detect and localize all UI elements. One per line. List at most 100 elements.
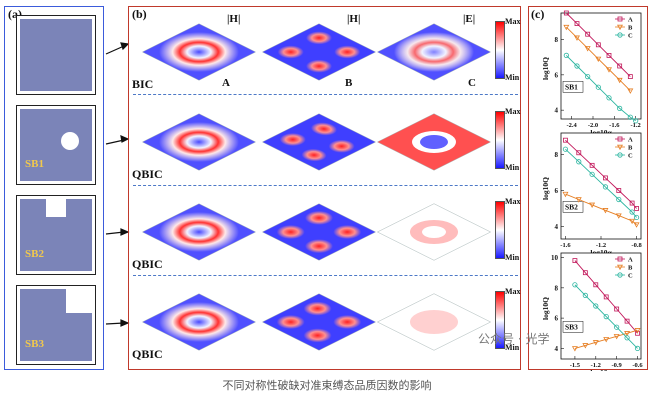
row-divider-2: [133, 185, 518, 186]
data-point-A: [634, 206, 639, 211]
row-divider-3: [133, 275, 518, 276]
series-line-B: [565, 193, 637, 225]
series-line-A: [565, 139, 637, 209]
data-point-C: [629, 209, 635, 215]
x-tick-label: -2.0: [588, 122, 598, 129]
field-map-bic-b: [262, 23, 376, 81]
subplot-name-box: [562, 201, 584, 213]
x-tick-label: -0.6: [632, 362, 643, 369]
unit-cell-sb2: SB2: [16, 195, 96, 275]
legend-marker-C: [617, 32, 623, 38]
data-point-B: [603, 337, 610, 343]
field-map-qbic3-b: [262, 293, 376, 351]
x-tick-label: -0.8: [631, 242, 642, 249]
colorbar-3-max: Max: [505, 197, 521, 206]
data-point-A: [614, 306, 620, 312]
data-point-C: [633, 214, 640, 221]
y-tick-label: 4: [555, 345, 559, 353]
y-tick-label: 4: [555, 223, 559, 231]
data-point-C: [602, 184, 609, 190]
unit-cell-sb3: SB3: [16, 285, 96, 365]
y-tick-label: 8: [555, 151, 559, 159]
y-tick-label: 8: [555, 36, 559, 44]
data-point-B: [582, 343, 589, 349]
legend-label-C: C: [628, 273, 633, 280]
data-point-C: [634, 345, 641, 351]
mode-label-b: B: [345, 77, 353, 89]
data-point-B: [592, 340, 599, 346]
data-point-B: [624, 331, 631, 337]
colorbar-4-max: Max: [505, 287, 521, 296]
column-header-1: |H|: [227, 13, 241, 25]
row-label-qbic-3: QBIC: [132, 347, 163, 361]
series-line-C: [574, 284, 638, 349]
data-point-A: [589, 162, 595, 168]
unit-cell-sb2-shape: [20, 199, 92, 271]
data-point-C: [563, 52, 569, 59]
y-axis-label: log10Q: [541, 57, 550, 80]
unit-cell-bic: [16, 15, 96, 95]
data-point-B: [633, 222, 640, 228]
field-map-qbic1-b: [262, 113, 376, 171]
legend-label-B: B: [628, 145, 633, 152]
unit-cell-sb2-label: SB2: [25, 248, 44, 260]
x-axis-label: log10α: [590, 248, 612, 257]
data-point-B: [634, 328, 641, 334]
panel-b-label: (b): [132, 7, 147, 21]
y-tick-label: 6: [555, 71, 559, 79]
data-point-A: [617, 63, 623, 69]
data-point-B: [574, 35, 580, 41]
data-point-C: [595, 84, 601, 90]
legend-label-C: C: [628, 153, 633, 160]
legend-label-C: C: [628, 33, 633, 40]
data-point-C: [593, 303, 599, 309]
subplot-name-SB1: SB1: [565, 82, 578, 91]
data-point-A: [563, 10, 569, 16]
colorbar-2: [495, 111, 505, 169]
unit-cell-sb1-shape: [20, 109, 92, 181]
data-point-A: [582, 270, 588, 276]
data-point-B: [584, 46, 591, 52]
panel-c-label: (c): [531, 7, 545, 21]
y-tick-label: 4: [555, 107, 559, 115]
panel-b: (b) |H| |H| |E| A B C BIC QBIC QBIC QBIC: [128, 6, 521, 370]
x-tick-label: -1.6: [609, 122, 620, 129]
field-map-qbic2-a: [142, 203, 256, 261]
subplot-name-box: [562, 81, 584, 93]
unit-cell-sb1-label: SB1: [25, 158, 44, 170]
legend-marker-A: [617, 136, 623, 142]
arrows-a-to-b: [105, 42, 130, 327]
legend-marker-C: [617, 272, 623, 278]
data-point-C: [624, 335, 630, 341]
column-header-3: |E|: [463, 13, 476, 25]
field-map-qbic3-a: [142, 293, 256, 351]
data-point-B: [563, 24, 570, 31]
data-point-C: [576, 159, 582, 165]
data-point-B: [616, 77, 623, 84]
data-point-C: [574, 63, 580, 69]
colorbar-3-min: Min: [505, 253, 520, 262]
colorbar-1-min: Min: [505, 73, 520, 82]
subplot-name-SB2: SB2: [565, 202, 578, 211]
data-point-B: [562, 191, 569, 198]
colorbar-1-max: Max: [505, 17, 521, 26]
x-tick-label: -1.5: [570, 362, 581, 369]
data-point-C: [633, 118, 639, 124]
row-label-qbic-1: QBIC: [132, 167, 163, 181]
unit-cell-sb1: SB1: [16, 105, 96, 185]
data-point-C: [572, 282, 578, 288]
data-point-B: [613, 334, 620, 340]
plot-frame-SB1: [560, 12, 642, 120]
legend-marker-B: [617, 24, 623, 31]
legend-marker-B: [617, 264, 623, 271]
legend-marker-C: [617, 152, 623, 158]
q-factor-charts: -2.4 -2.0 -1.6 -1.2468log10Qlog10αSB1ABC-1.…: [541, 10, 643, 371]
y-tick-label: 6: [555, 315, 559, 323]
data-point-C: [627, 114, 633, 120]
data-point-B: [627, 88, 634, 94]
data-point-C: [603, 313, 609, 320]
unit-cell-sb3-shape: [20, 289, 92, 361]
data-point-C: [606, 95, 612, 101]
colorbar-4: [495, 291, 505, 349]
field-map-grid: [142, 23, 491, 351]
